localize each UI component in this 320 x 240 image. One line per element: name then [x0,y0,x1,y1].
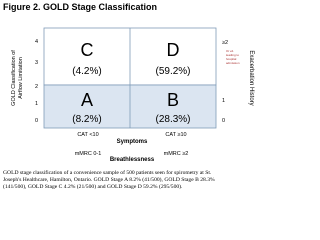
left-tick: 1 [35,101,38,107]
breathlessness-low: mMRC 0-1 [75,151,102,157]
quadrant-percent: (28.3%) [155,114,190,125]
right-tick: 1 [222,98,225,104]
right-note: leading to [226,53,239,57]
quadrant-letter: B [167,90,179,110]
title: Figure 2. GOLD Stage Classification [3,2,157,12]
breathlessness-high: mMRC ≥2 [164,151,189,157]
left-axis-label: Airflow Limitation [18,57,24,99]
caption-line: Joseph's Healthcare, Hamilton, Ontario. … [3,176,215,183]
right-tick: ≥2 [222,40,228,46]
symptoms-low: CAT <10 [77,132,98,138]
quadrant-percent: (59.2%) [155,66,190,77]
quadrant-letter: A [81,90,93,110]
figure: Figure 2. GOLD Stage Classification C (4… [3,2,254,190]
quadrant-percent: (8.2%) [72,114,101,125]
symptoms-high: CAT ≥10 [165,132,186,138]
symptoms-label: Symptoms [117,139,148,145]
left-axis-label: GOLD Classification of [11,50,17,106]
quadrant-percent: (4.2%) [72,66,101,77]
left-tick: 3 [35,60,38,66]
quadrant-letter: D [167,40,180,60]
right-note: hospital [226,57,237,61]
right-tick: 0 [222,118,225,124]
left-tick: 4 [35,39,38,45]
left-tick: 0 [35,118,38,124]
caption-line: (141/500), GOLD Stage C 4.2% (21/500) an… [3,183,183,190]
right-note: admission [226,61,240,65]
breathlessness-label: Breathlessness [110,157,155,163]
caption-line: GOLD stage classification of a convenien… [3,169,212,176]
right-axis-label: Exacerbation History [248,50,254,105]
right-note: Or ≥1 [226,49,234,53]
quadrant-letter: C [81,40,94,60]
left-tick: 2 [35,84,38,90]
